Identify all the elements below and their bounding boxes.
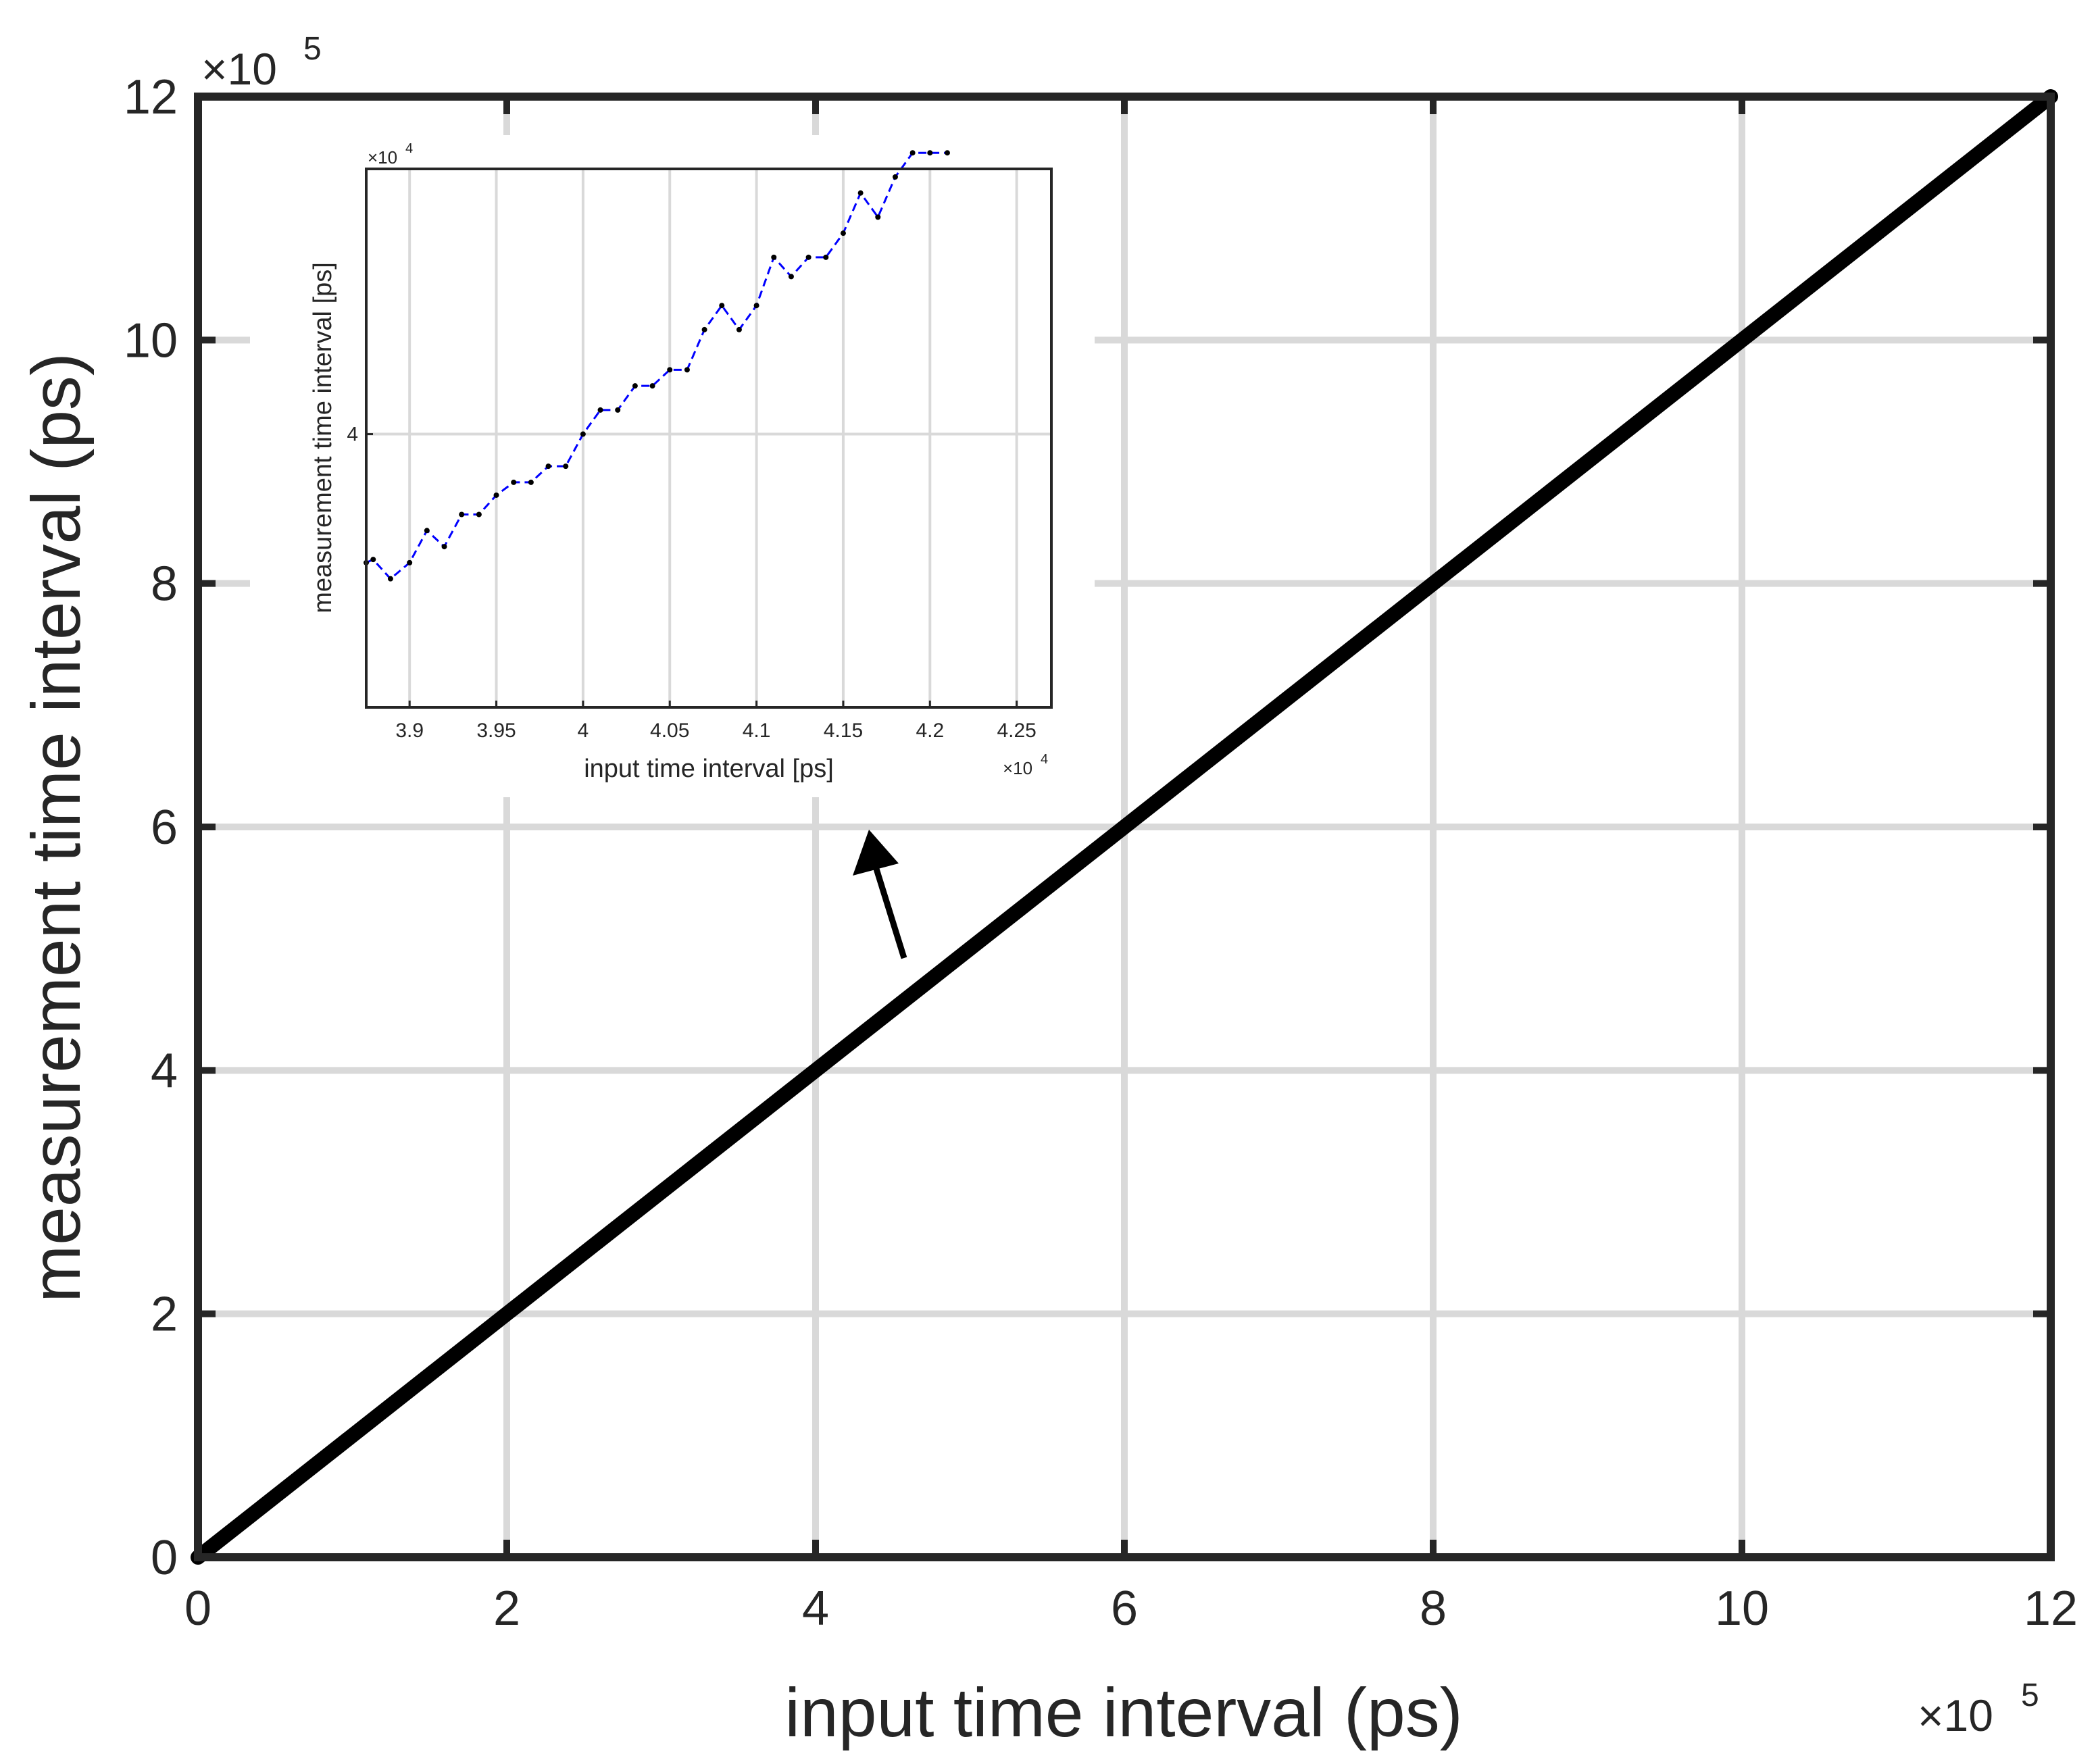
inset-series (364, 150, 950, 582)
inset-ticks (366, 433, 1018, 707)
inset-y-exponent: ×10 4 (368, 141, 413, 168)
main-x-tick-label: 0 (184, 1582, 211, 1636)
main-y-tick-label: 4 (151, 1044, 178, 1098)
inset-data-point (580, 431, 586, 437)
main-x-tick-label: 8 (1420, 1582, 1447, 1636)
inset-data-point (753, 303, 759, 309)
inset-x-tick-label: 3.9 (395, 720, 424, 742)
main-y-exponent: ×10 5 (201, 31, 322, 94)
main-x-exponent-base: ×10 (1918, 1690, 1993, 1740)
main-x-exponent-power: 5 (2021, 1678, 2039, 1713)
inset-data-point (511, 479, 517, 485)
inset-x-tick-label: 3.95 (476, 720, 516, 742)
inset-data-point (840, 230, 846, 236)
inset-y-axis-title: measurement time interval [ps] (309, 262, 337, 613)
inset-data-point (944, 150, 950, 156)
inset-x-tick-label: 4.2 (916, 720, 944, 742)
main-y-tick-labels: 0 2 4 6 8 10 12 (124, 70, 178, 1585)
inset-series-line (366, 151, 947, 580)
main-y-tick-label: 8 (151, 557, 178, 611)
main-y-tick-label: 12 (124, 70, 178, 124)
inset-data-point (857, 190, 864, 196)
inset-data-point (684, 367, 690, 373)
main-ticks (195, 93, 2054, 1561)
main-y-tick-label: 6 (151, 801, 178, 855)
inset-data-point (667, 367, 673, 373)
inset-data-point (909, 150, 916, 156)
inset-y-exponent-base: ×10 (368, 147, 397, 168)
inset-data-point (632, 383, 638, 389)
main-x-tick-label: 10 (1715, 1582, 1769, 1636)
inset-data-point (459, 511, 465, 518)
inset-y-tick-label: 4 (347, 424, 358, 446)
main-y-axis-title: measurement time interval (ps) (18, 353, 95, 1303)
inset-x-exponent-power: 4 (1041, 752, 1048, 767)
inset-x-axis-title: input time interval [ps] (584, 755, 834, 783)
inset-background (250, 135, 1095, 797)
inset-data-point (875, 214, 881, 220)
main-y-tick-label: 10 (124, 313, 178, 368)
main-x-tick-label: 4 (802, 1582, 829, 1636)
inset-x-tick-labels: 3.9 3.95 4 4.05 4.1 4.15 4.2 4.25 (395, 720, 1037, 742)
inset-data-point (597, 407, 603, 413)
main-x-axis-title: input time interval (ps) (784, 1674, 1462, 1751)
main-y-exponent-power: 5 (303, 31, 322, 67)
inset-data-point (615, 407, 621, 413)
inset-x-tick-label: 4.05 (650, 720, 689, 742)
inset-data-point (823, 254, 829, 260)
main-y-exponent-base: ×10 (201, 44, 277, 94)
inset-data-point (493, 492, 499, 498)
main-x-tick-label: 6 (1111, 1582, 1138, 1636)
inset-data-point (563, 463, 569, 470)
inset-data-point (476, 511, 482, 518)
inset-data-point (719, 303, 725, 309)
inset-y-exponent-power: 4 (405, 141, 413, 156)
inset-data-point (736, 326, 742, 332)
inset-x-exponent: ×10 4 (1003, 752, 1048, 778)
inset-data-point (892, 174, 898, 180)
inset-data-point (545, 463, 551, 470)
inset-data-point (788, 274, 794, 280)
inset-data-point (387, 576, 393, 582)
inset-data-point (407, 559, 413, 565)
inset-data-point (441, 544, 447, 550)
main-x-tick-labels: 0 2 4 6 8 10 12 (184, 1582, 2078, 1636)
main-x-tick-label: 12 (2024, 1582, 2078, 1636)
inset-data-point (771, 254, 777, 260)
inset-data-point (424, 528, 430, 534)
inset-x-tick-label: 4.1 (743, 720, 771, 742)
annotation-arrow (853, 830, 907, 959)
inset-y-tick-labels: 4 (347, 424, 358, 446)
inset-data-point (370, 557, 376, 563)
inset-data-point (805, 254, 812, 260)
main-y-tick-label: 0 (151, 1531, 178, 1585)
inset-chart: 3.9 3.95 4 4.05 4.1 4.15 4.2 4.25 4 input time … (250, 135, 1095, 797)
inset-data-point (701, 326, 707, 332)
main-series-polyline (191, 89, 2058, 1565)
inset-x-exponent-base: ×10 (1003, 758, 1032, 778)
inset-data-point (927, 150, 933, 156)
main-x-exponent: ×10 5 (1918, 1678, 2039, 1740)
arrow-shaft (870, 857, 907, 959)
inset-x-tick-label: 4.15 (824, 720, 863, 742)
inset-data-point (649, 383, 655, 389)
inset-grid (366, 169, 1051, 707)
inset-x-tick-label: 4 (578, 720, 589, 742)
main-y-tick-label: 2 (151, 1288, 178, 1342)
inset-plot-frame (365, 168, 1053, 709)
inset-data-point (528, 479, 534, 485)
arrow-head (853, 830, 899, 876)
main-x-tick-label: 2 (493, 1582, 520, 1636)
inset-x-tick-label: 4.25 (997, 720, 1036, 742)
